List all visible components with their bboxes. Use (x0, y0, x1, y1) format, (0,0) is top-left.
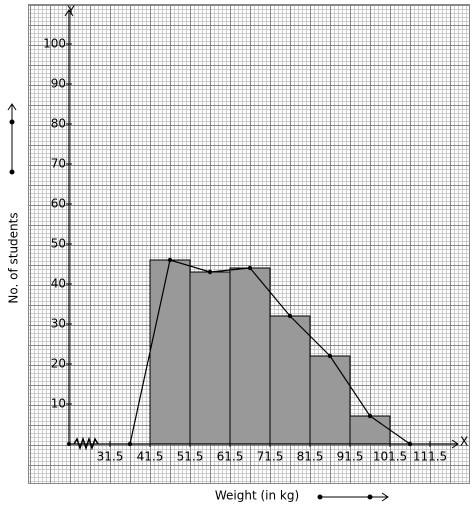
polygon-point (287, 313, 293, 319)
y-tick-label: 60 (51, 197, 66, 211)
y-tick-label: 20 (51, 357, 66, 371)
polygon-point (207, 269, 213, 275)
y-tick-label: 90 (51, 77, 66, 91)
x-tick-label: 61.5 (217, 450, 244, 464)
origin (67, 442, 71, 446)
bar (309, 355, 351, 445)
bar (189, 271, 231, 445)
x-tick-label: 91.5 (337, 450, 364, 464)
x-tick-label: 111.5 (413, 450, 447, 464)
x-arrow (317, 492, 389, 502)
polygon-point (167, 257, 173, 263)
x-tick-label: 71.5 (257, 450, 284, 464)
y-axis-name: Y (66, 4, 75, 18)
frequency-polygon (129, 259, 411, 445)
y-arrow (7, 103, 17, 175)
y-tick-label: 40 (51, 277, 66, 291)
polygon-point (247, 265, 253, 271)
polygon-point (127, 441, 133, 447)
y-tick-label: 100 (43, 37, 66, 51)
y-tick-label: 80 (51, 117, 66, 131)
y-tick-label: 50 (51, 237, 66, 251)
x-axis-arrow (451, 439, 459, 449)
axis-break (73, 436, 99, 451)
bar (269, 315, 311, 445)
polygon-point (327, 353, 333, 359)
bar (229, 267, 271, 445)
x-axis-label: Weight (in kg) (215, 489, 299, 503)
y-axis-label: No. of students (7, 212, 21, 303)
x-tick-label: 51.5 (177, 450, 204, 464)
x-tick-label: 41.5 (137, 450, 164, 464)
graph-paper (28, 4, 470, 484)
bar (349, 415, 391, 445)
x-tick-label: 31.5 (97, 450, 124, 464)
x-axis-name: X (460, 435, 468, 449)
y-tick-label: 70 (51, 157, 66, 171)
y-tick-label: 10 (51, 397, 66, 411)
x-tick-label: 101.5 (373, 450, 407, 464)
polygon-point (367, 413, 373, 419)
y-axis-arrow (64, 9, 74, 17)
polygon-point (407, 441, 413, 447)
y-tick-label: 30 (51, 317, 66, 331)
x-tick-label: 81.5 (297, 450, 324, 464)
bar (149, 259, 191, 445)
